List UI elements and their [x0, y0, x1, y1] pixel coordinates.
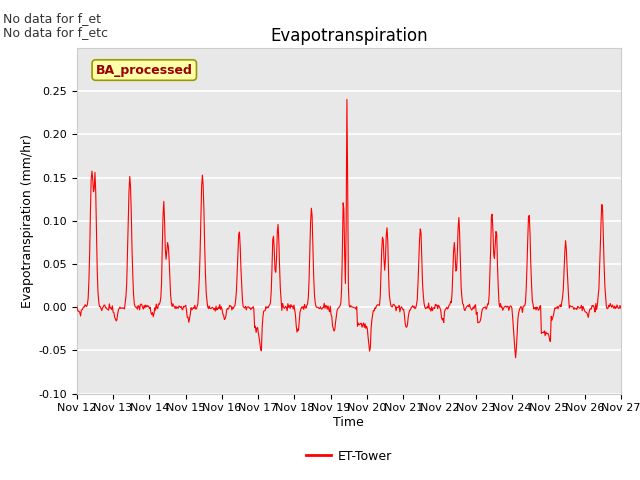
- Text: No data for f_et: No data for f_et: [3, 12, 101, 25]
- Legend: ET-Tower: ET-Tower: [301, 445, 397, 468]
- Y-axis label: Evapotranspiration (mm/hr): Evapotranspiration (mm/hr): [21, 134, 35, 308]
- Text: BA_processed: BA_processed: [96, 63, 193, 76]
- X-axis label: Time: Time: [333, 416, 364, 429]
- Text: No data for f_etc: No data for f_etc: [3, 26, 108, 39]
- Title: Evapotranspiration: Evapotranspiration: [270, 27, 428, 45]
